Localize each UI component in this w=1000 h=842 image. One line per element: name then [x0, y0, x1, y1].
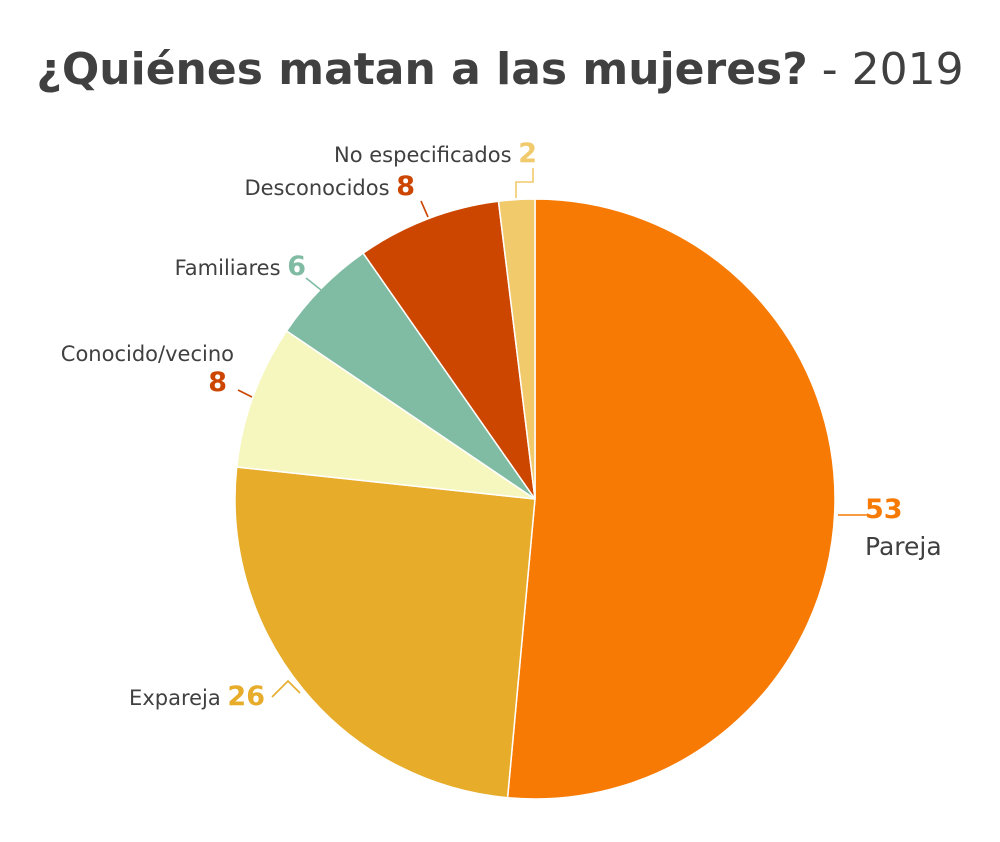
slice-value: 8: [396, 171, 415, 202]
slice-label-desconocidos: Desconocidos 8: [244, 171, 415, 202]
chart-title-year: - 2019: [808, 44, 964, 95]
slice-name: Desconocidos: [244, 176, 396, 200]
slice-name-pareja: Pareja: [865, 532, 942, 561]
leader-lines: [237, 168, 868, 698]
pie-slice-desconocidos: [362, 200, 536, 500]
leader-line: [271, 679, 301, 698]
slice-label-expareja: Expareja 26: [129, 681, 265, 712]
pie-slices: [234, 198, 836, 800]
pie-slice-pareja: [506, 198, 836, 800]
leader-line: [305, 277, 322, 291]
slice-value: 6: [287, 251, 306, 282]
slice-name-conocido-vecino: Conocido/vecino: [61, 342, 234, 366]
slice-name: No especificados: [334, 143, 518, 167]
slice-value-pareja: 53: [865, 494, 903, 525]
slice-label-familiares: Familiares 6: [175, 251, 306, 282]
slice-value: 26: [227, 681, 265, 712]
slice-value-conocido-vecino: 8: [208, 367, 227, 398]
leader-line: [515, 168, 534, 198]
leader-line: [237, 389, 253, 398]
pie-slice-expareja: [234, 466, 536, 799]
slice-label-no-especificados: No especificados 2: [334, 138, 537, 169]
slice-name: Familiares: [175, 256, 288, 280]
slice-value: 2: [518, 138, 537, 169]
pie-slice-conocido-vecino: [235, 329, 536, 500]
slice-name: Expareja: [129, 686, 227, 710]
leader-line: [420, 200, 429, 218]
chart-title-main: ¿Quiénes matan a las mujeres?: [36, 44, 807, 95]
pie-slice-no-especificados: [497, 198, 536, 500]
chart-title: ¿Quiénes matan a las mujeres? - 2019: [36, 44, 963, 95]
